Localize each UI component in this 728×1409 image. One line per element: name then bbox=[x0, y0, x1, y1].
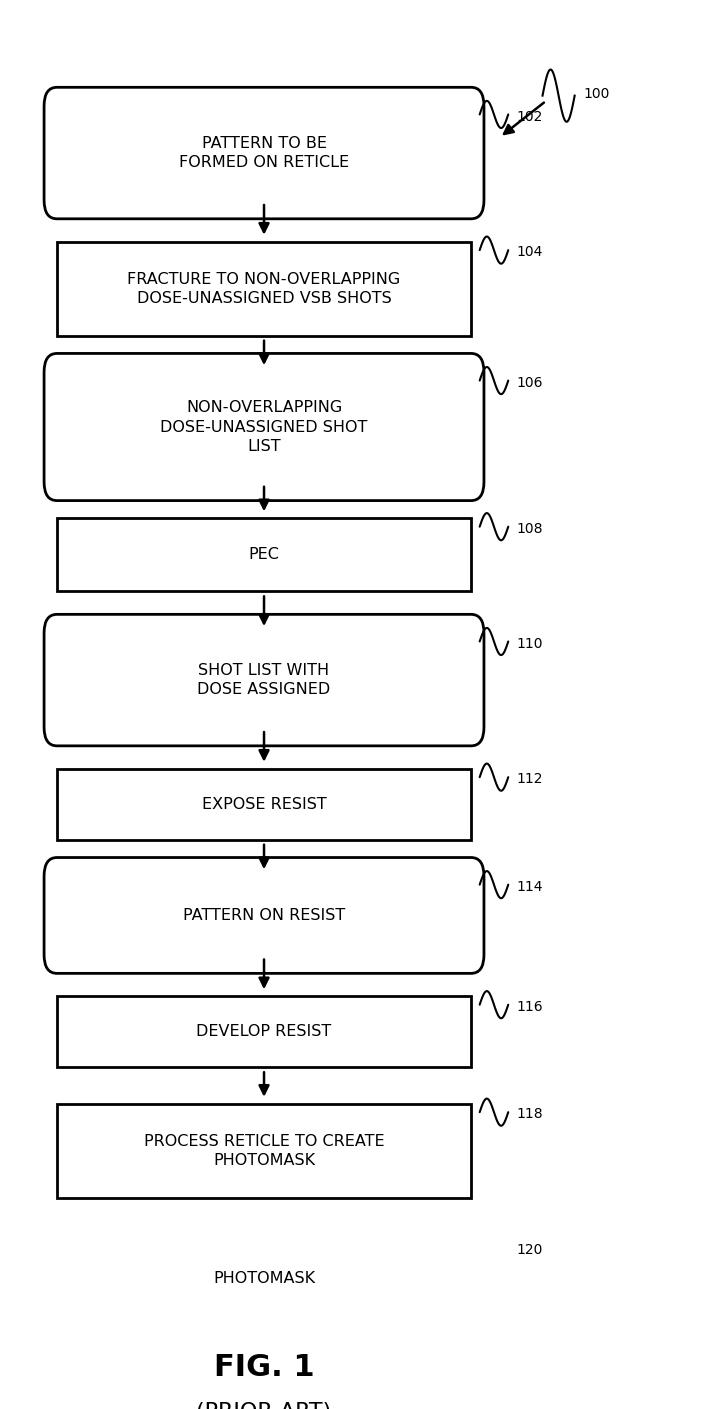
Text: 120: 120 bbox=[517, 1243, 543, 1257]
Text: FRACTURE TO NON-OVERLAPPING
DOSE-UNASSIGNED VSB SHOTS: FRACTURE TO NON-OVERLAPPING DOSE-UNASSIG… bbox=[127, 272, 400, 306]
Text: PATTERN ON RESIST: PATTERN ON RESIST bbox=[183, 907, 345, 923]
Text: DEVELOP RESIST: DEVELOP RESIST bbox=[197, 1024, 332, 1040]
Text: 108: 108 bbox=[517, 521, 543, 535]
FancyBboxPatch shape bbox=[44, 87, 484, 218]
Text: FIG. 1: FIG. 1 bbox=[214, 1354, 314, 1382]
FancyBboxPatch shape bbox=[57, 769, 471, 840]
Text: 112: 112 bbox=[517, 772, 543, 786]
Text: PATTERN TO BE
FORMED ON RETICLE: PATTERN TO BE FORMED ON RETICLE bbox=[179, 135, 349, 170]
FancyBboxPatch shape bbox=[57, 1103, 471, 1198]
Text: 104: 104 bbox=[517, 245, 543, 259]
FancyBboxPatch shape bbox=[44, 858, 484, 974]
Text: EXPOSE RESIST: EXPOSE RESIST bbox=[202, 797, 326, 812]
FancyBboxPatch shape bbox=[57, 519, 471, 592]
FancyBboxPatch shape bbox=[44, 614, 484, 745]
Text: 100: 100 bbox=[583, 86, 609, 100]
FancyBboxPatch shape bbox=[44, 354, 484, 500]
Text: PHOTOMASK: PHOTOMASK bbox=[213, 1271, 315, 1286]
Text: NON-OVERLAPPING
DOSE-UNASSIGNED SHOT
LIST: NON-OVERLAPPING DOSE-UNASSIGNED SHOT LIS… bbox=[160, 400, 368, 454]
Text: (PRIOR ART): (PRIOR ART) bbox=[197, 1402, 332, 1409]
Text: 106: 106 bbox=[517, 376, 543, 390]
Text: 116: 116 bbox=[517, 1000, 543, 1013]
Text: 118: 118 bbox=[517, 1107, 543, 1122]
FancyBboxPatch shape bbox=[57, 242, 471, 335]
FancyBboxPatch shape bbox=[44, 1220, 484, 1337]
Text: 102: 102 bbox=[517, 110, 543, 124]
FancyBboxPatch shape bbox=[57, 996, 471, 1067]
Text: 110: 110 bbox=[517, 637, 543, 651]
Text: SHOT LIST WITH
DOSE ASSIGNED: SHOT LIST WITH DOSE ASSIGNED bbox=[197, 664, 331, 697]
Text: PEC: PEC bbox=[248, 547, 280, 562]
Text: 114: 114 bbox=[517, 879, 543, 893]
Text: PROCESS RETICLE TO CREATE
PHOTOMASK: PROCESS RETICLE TO CREATE PHOTOMASK bbox=[143, 1134, 384, 1168]
